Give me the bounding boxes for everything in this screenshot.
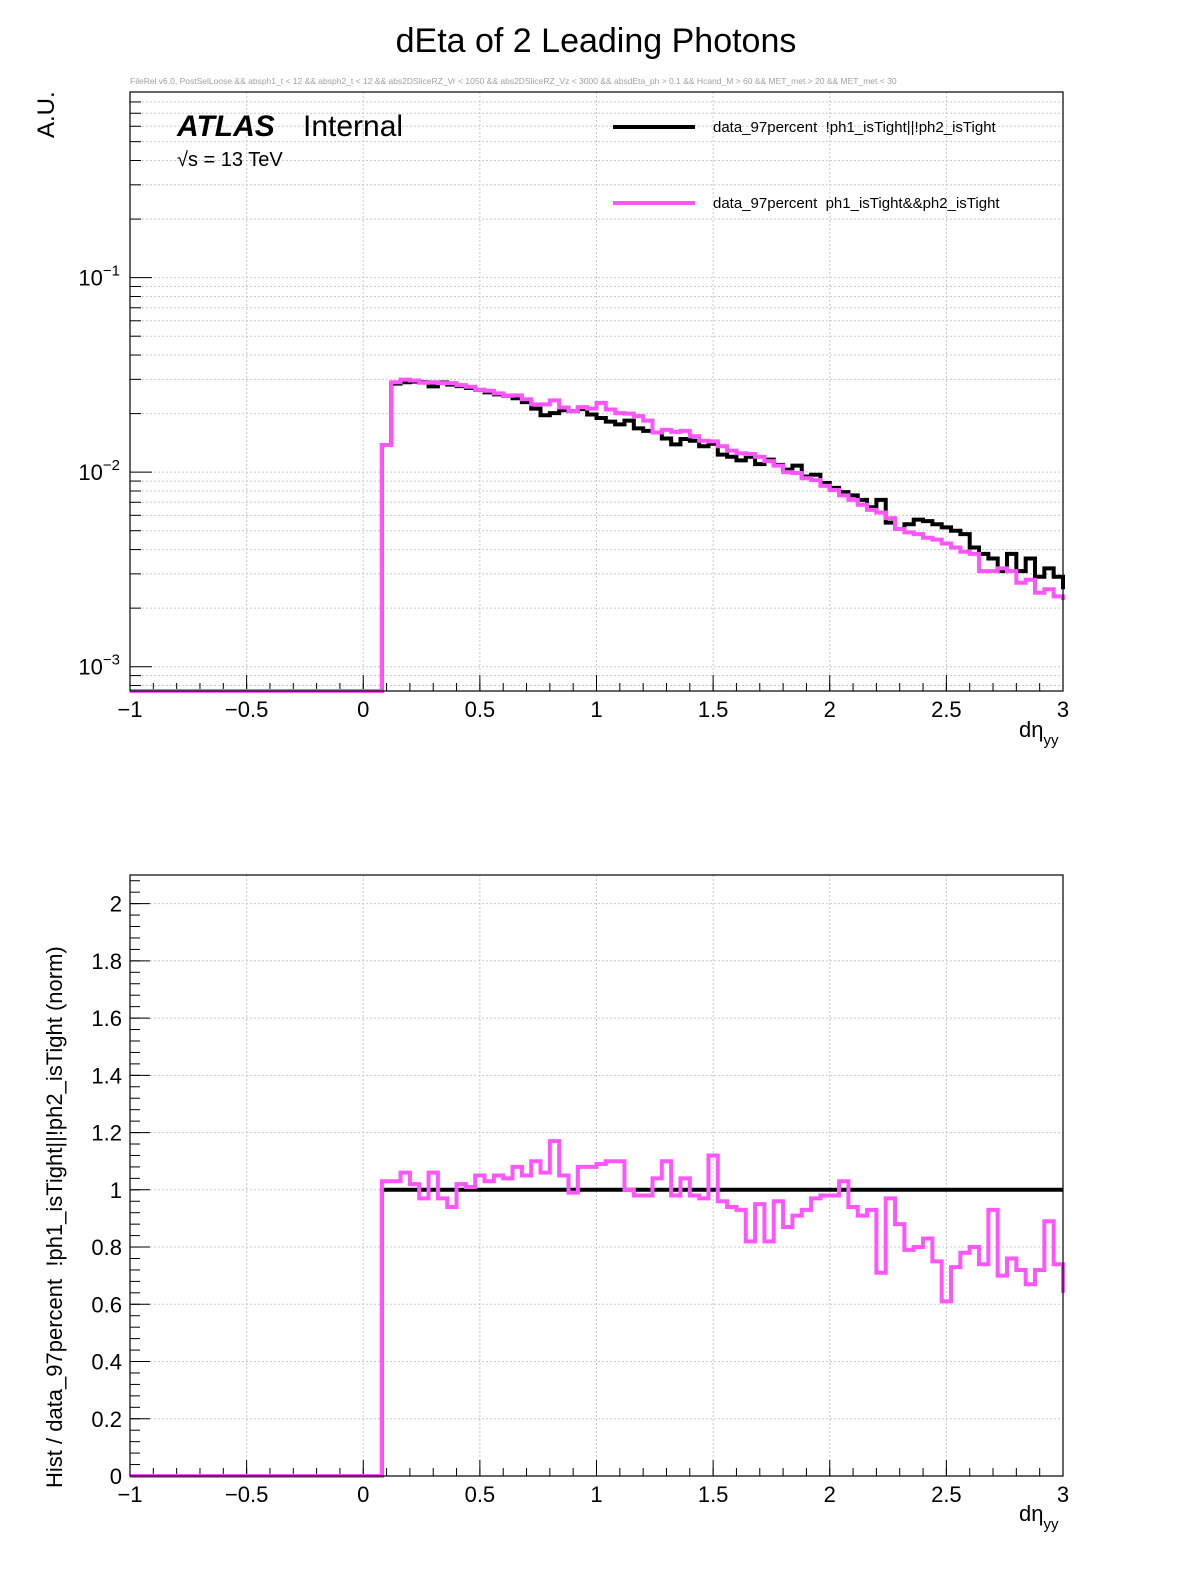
cut-string: FileRel v6.0, PostSelLoose && absph1_t <…: [130, 76, 897, 86]
top-panel: −1 −0.5 0 0.5 1 1.5 2 2.5 310−310−210−1 A.U. dηy…: [33, 91, 1069, 749]
bottom-y-tick-label: 1.4: [91, 1063, 122, 1088]
top-x-tick-label: 0.5: [465, 697, 496, 722]
bottom-frame: [129, 874, 1064, 1477]
atlas-label: ATLAS: [176, 110, 275, 143]
bottom-ticks: −1 −0.5 0 0.5 1 1.5 2 2.5 3 0 0.2 0.4 0.6 0.8 1 1.2 1.4 1…: [91, 880, 1069, 1507]
top-y-tick-exp: −2: [103, 457, 120, 474]
bottom-x-tick-label: 1: [590, 1482, 602, 1507]
top-y-tick-exp: −3: [103, 652, 120, 669]
top-x-axis-label-sub: yy: [1043, 732, 1059, 749]
bottom-y-tick-label: 0.2: [91, 1407, 122, 1432]
top-y-tick-base: 10: [78, 460, 102, 485]
bottom-series-0-line: [130, 1187, 1063, 1478]
top-series: [130, 377, 1065, 693]
top-series-1-line: [130, 377, 1065, 693]
bottom-y-tick-label: 0.8: [91, 1235, 122, 1260]
top-x-tick-label: −1: [117, 697, 142, 722]
top-x-axis-label-main: dη: [1019, 717, 1043, 742]
bottom-x-tick-label: 0.5: [465, 1482, 496, 1507]
bottom-x-tick-label: −0.5: [225, 1482, 268, 1507]
top-y-tick-label: 10−3: [78, 652, 120, 680]
bottom-x-tick-label: 2: [824, 1482, 836, 1507]
bottom-panel: −1 −0.5 0 0.5 1 1.5 2 2.5 3 0 0.2 0.4 0.6 0.8 1 1.2 1.4 1…: [42, 874, 1069, 1533]
top-y-tick-label: 10−1: [78, 263, 120, 291]
top-y-tick-base: 10: [78, 655, 102, 680]
bottom-grid: [130, 875, 1063, 1476]
legend: data_97percent !ph1_isTight||!ph2_isTigh…: [613, 119, 1000, 212]
bottom-x-tick-label: −1: [117, 1482, 142, 1507]
bottom-y-tick-label: 0: [110, 1464, 122, 1489]
bottom-x-axis-label-sub: yy: [1043, 1516, 1059, 1533]
top-x-tick-label: −0.5: [225, 697, 268, 722]
top-x-tick-label: 0: [357, 697, 369, 722]
bottom-y-tick-label: 2: [110, 892, 122, 917]
energy-label: √s = 13 TeV: [177, 149, 283, 171]
top-x-tick-label: 1: [590, 697, 602, 722]
top-y-tick-label: 10−2: [78, 457, 120, 485]
bottom-y-tick-label: 1: [110, 1178, 122, 1203]
top-y-axis-label: A.U.: [33, 91, 60, 138]
bottom-x-tick-label: 2.5: [931, 1482, 962, 1507]
legend-entry-black: data_97percent !ph1_isTight||!ph2_isTigh…: [713, 119, 997, 136]
bottom-series: [130, 1139, 1065, 1478]
bottom-y-tick-label: 1.2: [91, 1121, 122, 1146]
top-y-tick-exp: −1: [103, 263, 120, 280]
top-y-tick-base: 10: [78, 266, 102, 291]
atlas-status-label: Internal: [303, 110, 403, 143]
legend-entry-magenta: data_97percent ph1_isTight&&ph2_isTight: [713, 195, 1000, 212]
top-frame: [129, 91, 1064, 692]
bottom-y-tick-label: 1.8: [91, 949, 122, 974]
top-x-tick-label: 2.5: [931, 697, 962, 722]
top-grid: [130, 91, 1063, 691]
bottom-y-tick-label: 1.6: [91, 1006, 122, 1031]
bottom-x-axis-label-main: dη: [1019, 1501, 1043, 1526]
top-x-tick-label: 2: [824, 697, 836, 722]
bottom-y-tick-label: 0.4: [91, 1350, 122, 1375]
top-x-tick-label: 1.5: [698, 697, 729, 722]
bottom-x-axis-label: dηyy: [1019, 1501, 1059, 1533]
bottom-x-tick-label: 3: [1057, 1482, 1069, 1507]
bottom-x-tick-label: 1.5: [698, 1482, 729, 1507]
top-x-tick-label: 3: [1057, 697, 1069, 722]
bottom-y-axis-label: Hist / data_97percent !ph1_isTight||!ph2…: [42, 946, 67, 1488]
bottom-series-1-line: [130, 1139, 1065, 1478]
bottom-y-tick-label: 0.6: [91, 1292, 122, 1317]
top-ticks: −1 −0.5 0 0.5 1 1.5 2 2.5 310−310−210−1: [78, 91, 1069, 722]
bottom-x-tick-label: 0: [357, 1482, 369, 1507]
top-x-axis-label: dηyy: [1019, 717, 1059, 749]
plot-title: dEta of 2 Leading Photons: [396, 22, 797, 60]
